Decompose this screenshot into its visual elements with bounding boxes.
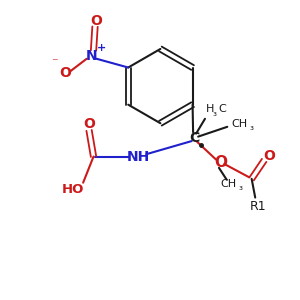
Text: ₃: ₃: [213, 108, 217, 118]
Text: ₃: ₃: [249, 122, 253, 132]
Text: O: O: [84, 117, 96, 131]
Text: NH: NH: [127, 149, 150, 164]
Text: C: C: [190, 131, 200, 145]
Text: O: O: [263, 149, 275, 163]
Text: O: O: [214, 155, 227, 170]
Text: O: O: [91, 14, 102, 28]
Text: O: O: [60, 66, 71, 80]
Text: CH: CH: [231, 119, 247, 129]
Text: C: C: [218, 104, 226, 114]
Text: ₃: ₃: [238, 182, 242, 192]
Text: HO: HO: [61, 183, 84, 196]
Text: N: N: [86, 50, 98, 63]
Text: R1: R1: [250, 200, 266, 213]
Text: H: H: [206, 104, 214, 114]
Text: +: +: [97, 43, 106, 53]
Text: ⁻: ⁻: [51, 57, 57, 70]
Text: CH: CH: [220, 179, 236, 189]
